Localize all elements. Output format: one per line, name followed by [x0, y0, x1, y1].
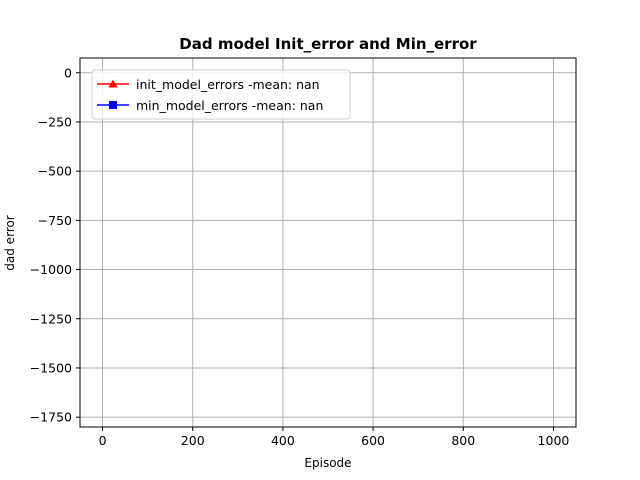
x-tick-label: 800 [451, 433, 475, 448]
y-tick-label: −1000 [30, 262, 72, 277]
plot-area-frame [79, 57, 577, 428]
x-tick-label: 600 [361, 433, 385, 448]
y-tick-label: −250 [38, 114, 72, 129]
y-tick-label: −500 [38, 164, 72, 179]
legend-marker-square-icon [109, 101, 117, 109]
legend: init_model_errors -mean: nan min_model_e… [91, 69, 351, 120]
x-axis-label: Episode [304, 456, 351, 470]
chart-title: Dad model Init_error and Min_error [179, 35, 477, 53]
y-tick-label: 0 [64, 65, 72, 80]
legend-label-min: min_model_errors -mean: nan [136, 98, 323, 113]
x-tick-label: 400 [271, 433, 295, 448]
x-tick-label: 200 [181, 433, 205, 448]
y-tick-label: −1500 [30, 360, 72, 375]
y-axis-label: dad error [3, 215, 17, 271]
ticks-layer: 0 200 400 600 800 1000 0 −250 −500 −750 −1000 −1250… [30, 65, 570, 448]
y-tick-label: −750 [38, 213, 72, 228]
legend-marker-triangle-icon [108, 79, 118, 88]
grid-layer [80, 58, 576, 427]
y-tick-label: −1250 [30, 311, 72, 326]
x-tick-label: 0 [99, 433, 107, 448]
y-tick-label: −1750 [30, 410, 72, 425]
x-tick-label: 1000 [538, 433, 570, 448]
legend-label-init: init_model_errors -mean: nan [136, 77, 320, 92]
legend-frame [91, 69, 351, 120]
